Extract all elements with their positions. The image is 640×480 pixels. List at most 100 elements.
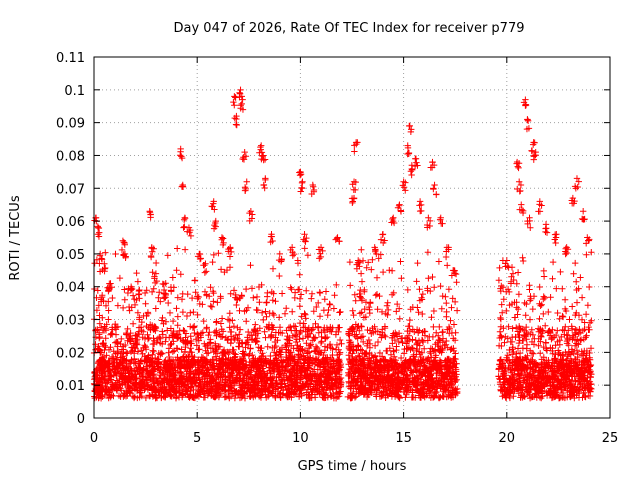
data-point-cluster — [416, 201, 425, 215]
data-point-cluster — [551, 231, 560, 247]
data-point — [301, 231, 308, 238]
data-point — [231, 93, 238, 100]
data-point — [152, 270, 160, 277]
data-point-cluster — [231, 114, 240, 129]
data-point-cluster — [523, 116, 533, 133]
data-point-cluster — [514, 181, 525, 195]
data-point-cluster — [524, 217, 534, 231]
noise-floor-cloud — [90, 245, 345, 402]
data-point-cluster — [178, 183, 187, 191]
data-point-cluster — [562, 245, 572, 258]
x-tick-label: 25 — [602, 431, 619, 446]
y-tick-label: 0.09 — [56, 117, 85, 132]
y-tick-label: 0.11 — [56, 51, 85, 66]
data-point — [243, 178, 250, 185]
data-point-cluster — [160, 290, 169, 302]
data-point-cluster — [399, 179, 409, 194]
y-tick-label: 0.07 — [56, 182, 85, 197]
data-point-cluster — [394, 202, 405, 215]
x-tick-label: 20 — [499, 431, 516, 446]
data-point-cluster — [241, 184, 249, 194]
data-point — [518, 201, 525, 208]
data-point-cluster — [377, 231, 388, 247]
y-tick-label: 0.04 — [56, 281, 85, 296]
data-point-cluster — [332, 235, 343, 245]
data-point-cluster — [411, 155, 421, 170]
x-tick-label: 15 — [395, 431, 412, 446]
data-point-cluster — [528, 139, 538, 155]
noise-floor-cloud — [495, 245, 595, 402]
data-point-cluster — [404, 144, 413, 158]
data-point-cluster — [267, 233, 276, 246]
data-point-cluster — [184, 226, 195, 240]
data-point-cluster — [118, 239, 129, 254]
data-point-cluster — [208, 200, 218, 213]
data-point-cluster — [407, 165, 416, 179]
data-point-cluster — [430, 185, 440, 198]
y-tick-label: 0.03 — [56, 314, 85, 329]
data-point — [503, 257, 510, 264]
x-tick-label: 0 — [90, 431, 98, 446]
y-tick-label: 0.1 — [64, 84, 85, 99]
data-point-cluster — [436, 216, 446, 227]
data-point-cluster — [258, 152, 269, 164]
data-point-cluster — [239, 153, 250, 163]
data-point — [579, 208, 587, 215]
data-point-cluster — [275, 255, 285, 265]
data-point-cluster — [578, 215, 588, 223]
data-point-cluster — [442, 244, 452, 261]
y-tick-label: 0 — [77, 412, 85, 427]
data-point-cluster — [349, 178, 359, 194]
data-point-cluster — [96, 252, 106, 267]
data-point-cluster — [236, 89, 245, 101]
data-point-cluster — [448, 267, 459, 279]
data-point-cluster — [210, 219, 219, 232]
data-point-cluster — [151, 273, 160, 287]
data-point-cluster — [372, 246, 380, 258]
x-tick-label: 10 — [292, 431, 309, 446]
data-point — [239, 96, 246, 103]
data-point-cluster — [176, 148, 186, 162]
data-point-cluster — [571, 178, 582, 192]
data-point-cluster — [513, 160, 523, 172]
data-point — [515, 178, 523, 185]
data-point-cluster — [507, 273, 517, 287]
data-point-cluster — [388, 215, 398, 227]
data-point-cluster — [542, 225, 551, 236]
data-point-cluster — [105, 280, 115, 293]
data-point-cluster — [530, 151, 539, 163]
data-point-cluster — [146, 209, 154, 221]
data-point-cluster — [520, 99, 530, 109]
data-point-cluster — [406, 122, 415, 136]
chart-title: Day 047 of 2026, Rate Of TEC Index for r… — [174, 21, 525, 36]
x-axis-label: GPS time / hours — [298, 459, 407, 474]
data-point-cluster — [297, 179, 306, 195]
data-point-cluster — [427, 159, 438, 171]
plot-frame — [93, 56, 611, 419]
data-point-cluster — [180, 215, 189, 231]
data-point-cluster — [135, 287, 143, 302]
data-point-cluster — [296, 169, 305, 179]
data-point-cluster — [237, 100, 247, 113]
data-point-cluster — [582, 236, 593, 247]
data-point-cluster — [502, 260, 512, 271]
data-point-cluster — [230, 94, 239, 109]
data-point-cluster — [315, 246, 326, 261]
data-point — [241, 148, 248, 156]
noise-floor-cloud — [344, 246, 461, 402]
data-point-cluster — [194, 250, 204, 263]
y-tick-label: 0.08 — [56, 149, 85, 164]
y-axis-label: ROTI / TECUs — [8, 195, 23, 280]
data-point-cluster — [568, 197, 578, 207]
data-point-cluster — [516, 206, 527, 217]
y-tick-label: 0.05 — [56, 248, 85, 263]
y-tick-label: 0.06 — [56, 215, 85, 230]
data-point-cluster — [256, 143, 266, 156]
data-point-cluster — [424, 217, 434, 231]
data-points — [90, 86, 595, 402]
axis-ticks: 0 0.01 0.02 0.03 0.04 0.05 0.06 0.07 0.08 0.09 0.1… — [56, 51, 618, 446]
data-point-cluster — [218, 235, 227, 249]
data-point-cluster — [351, 139, 361, 155]
data-point — [400, 178, 407, 185]
